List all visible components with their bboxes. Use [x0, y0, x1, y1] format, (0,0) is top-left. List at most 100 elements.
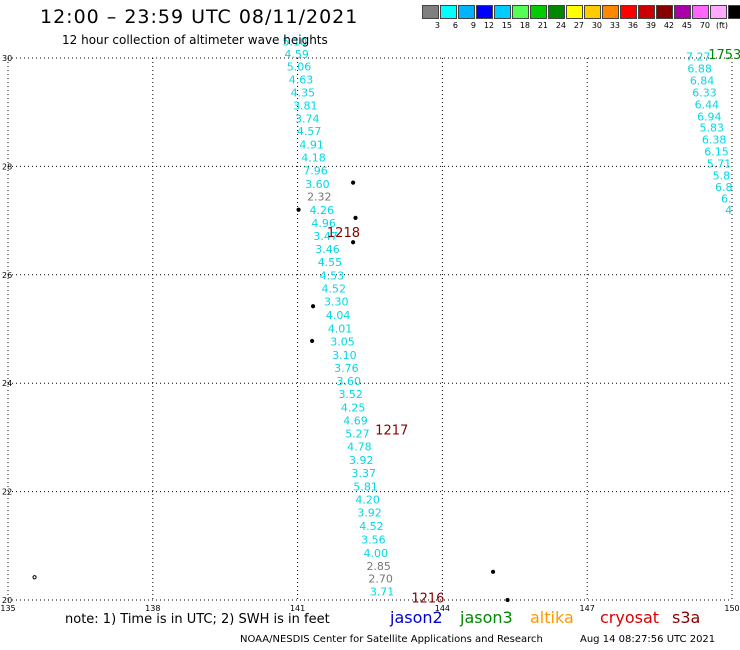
wave-height-value: 4.26 — [309, 204, 334, 217]
page-title: 12:00 – 23:59 UTC 08/11/2021 — [40, 6, 359, 28]
wave-height-value: 3.81 — [293, 99, 318, 112]
wave-height-value: 3.47 — [313, 230, 338, 243]
legend-swatch — [602, 5, 619, 19]
legend-swatch — [566, 5, 583, 19]
y-tick-label: 20 — [2, 596, 12, 605]
wave-height-value: 4.63 — [289, 73, 314, 86]
legend-label: 70 — [699, 21, 710, 30]
wave-height-value: 5.81 — [353, 481, 378, 494]
legend-swatch — [674, 5, 691, 19]
wave-height-value: 4.96 — [311, 217, 336, 230]
legend-label: 39 — [645, 21, 656, 30]
legend-swatch — [512, 5, 529, 19]
wave-height-value: 4 — [725, 204, 732, 217]
wave-height-value: 4.57 — [297, 125, 322, 138]
pass-label: 1216 — [411, 592, 444, 607]
legend-label: 33 — [609, 21, 620, 30]
wave-height-value: 6.88 — [687, 63, 712, 76]
wave-height-value: 3.05 — [330, 335, 355, 348]
wave-height-value: 3.60 — [305, 178, 330, 191]
x-tick-label: 135 — [0, 604, 15, 613]
legend-label: 12 — [483, 21, 494, 30]
legend-swatch — [710, 5, 727, 19]
legend-label: 30 — [591, 21, 602, 30]
legend-label: (ft) — [715, 21, 728, 30]
wave-height-value: 6.94 — [697, 110, 722, 123]
y-tick-label: 24 — [2, 379, 12, 388]
legend-label: 45 — [681, 21, 692, 30]
wave-height-value: 4.69 — [343, 414, 368, 427]
island-marker — [32, 575, 37, 580]
wave-height-value: 6.33 — [692, 86, 717, 99]
pass-label: 1218 — [327, 226, 360, 241]
pass-label: 1217 — [375, 424, 408, 439]
wave-height-legend: 3 6 9 12 15 18 21 24 27 30 33 36 39 42 45 70 (ft) — [422, 5, 740, 30]
wave-height-value: 5.06 — [287, 60, 312, 73]
satellite-altika: altika — [530, 608, 574, 627]
legend-label: 27 — [573, 21, 584, 30]
legend-swatch — [440, 5, 457, 19]
wave-height-value: 3.37 — [351, 467, 376, 480]
legend-label: 21 — [537, 21, 548, 30]
wave-height-value: 2.85 — [366, 560, 391, 573]
legend-swatch — [692, 5, 709, 19]
legend-label: 42 — [663, 21, 674, 30]
wave-height-value: 3.76 — [334, 362, 359, 375]
wave-height-value: 3.56 — [361, 534, 386, 547]
legend-label: 3 — [434, 21, 440, 30]
wave-height-value: 3.92 — [349, 454, 374, 467]
wave-height-value: 3.74 — [295, 112, 320, 125]
wave-height-value: 5.71 — [707, 157, 732, 170]
wave-height-value: 4.00 — [364, 547, 389, 560]
wave-height-value: 5.10 — [282, 36, 307, 49]
island-marker — [353, 215, 358, 220]
y-tick-label: 22 — [2, 488, 12, 497]
units-note: note: 1) Time is in UTC; 2) SWH is in fe… — [65, 612, 330, 627]
satellite-cryosat: cryosat — [600, 608, 660, 627]
generated-timestamp: Aug 14 08:27:56 UTC 2021 — [580, 634, 716, 645]
wave-height-value: 2.32 — [307, 191, 332, 204]
page-subtitle: 12 hour collection of altimeter wave hei… — [62, 33, 328, 47]
legend-swatch — [638, 5, 655, 19]
wave-height-value: 6.8 — [715, 181, 733, 194]
legend-label: 9 — [470, 21, 476, 30]
wave-height-value: 3.92 — [357, 507, 382, 520]
wave-height-value: 6.84 — [690, 75, 715, 88]
wave-height-value: 5.27 — [345, 427, 370, 440]
legend-swatch — [494, 5, 511, 19]
y-tick-label: 30 — [2, 54, 12, 63]
wave-height-value: 4.01 — [328, 322, 353, 335]
legend-color-cells — [422, 5, 740, 19]
legend-label: 36 — [627, 21, 638, 30]
x-tick-label: 147 — [580, 604, 595, 613]
wave-height-value: 3.10 — [332, 349, 357, 362]
wave-height-value: 3.52 — [338, 388, 363, 401]
legend-swatch — [728, 5, 740, 19]
legend-swatch — [530, 5, 547, 19]
wave-height-value: 4.59 — [284, 48, 309, 61]
wave-height-value: 4.18 — [301, 152, 326, 165]
wave-height-value: 4.91 — [299, 139, 324, 152]
wave-height-value: 6. — [721, 193, 732, 206]
wave-height-value: 7.96 — [303, 165, 328, 178]
legend-swatch — [584, 5, 601, 19]
legend-swatch — [620, 5, 637, 19]
island-marker — [490, 569, 496, 574]
wave-height-value: 4.35 — [291, 86, 316, 99]
wave-height-value: 3.60 — [337, 375, 362, 388]
wave-height-value: 5.8 — [713, 169, 731, 182]
legend-label: 6 — [452, 21, 458, 30]
wave-height-value: 4.52 — [359, 520, 384, 533]
legend-swatch — [476, 5, 493, 19]
legend-labels: 3 6 9 12 15 18 21 24 27 30 33 36 39 42 45 70 (ft) — [422, 21, 740, 30]
x-tick-label: 144 — [435, 604, 450, 613]
wave-height-value: 4.52 — [322, 283, 347, 296]
wave-height-value: 4.20 — [355, 494, 380, 507]
legend-swatch — [458, 5, 475, 19]
wave-height-value: 3.30 — [324, 296, 349, 309]
island-marker — [351, 240, 356, 245]
legend-label: 18 — [519, 21, 530, 30]
island-marker — [505, 597, 510, 603]
legend-swatch — [548, 5, 565, 19]
